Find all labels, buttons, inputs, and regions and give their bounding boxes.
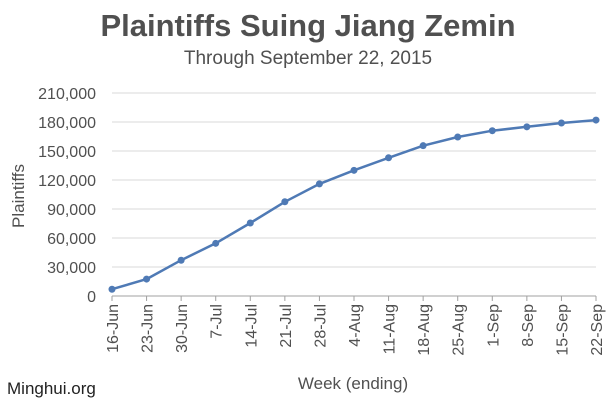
x-tick-label: 1-Sep — [485, 304, 502, 347]
data-point — [315, 180, 323, 188]
data-point — [592, 116, 600, 124]
x-tick-label: 25-Aug — [451, 304, 468, 356]
x-tick-label: 15-Sep — [554, 304, 571, 356]
data-point — [488, 127, 496, 135]
x-tick-label: 4-Aug — [347, 304, 364, 347]
chart-title: Plaintiffs Suing Jiang Zemin — [100, 8, 516, 43]
source-credit: Minghui.org — [7, 379, 96, 398]
data-point — [419, 142, 427, 150]
grid-lines — [112, 92, 596, 297]
series-line — [111, 118, 597, 291]
data-points — [108, 116, 600, 293]
y-tick-label: 180,000 — [38, 115, 96, 132]
x-axis-label: Week (ending) — [298, 374, 408, 393]
x-tick-label: 16-Jun — [105, 304, 122, 353]
x-tick-label: 21-Jul — [278, 304, 295, 348]
y-tick-label: 150,000 — [38, 144, 96, 161]
y-tick-labels: 0 30,000 60,000 90,000 120,000 150,000 180,000… — [38, 86, 96, 306]
data-point — [212, 239, 220, 247]
x-tick-label: 14-Jul — [243, 304, 260, 348]
x-tick-label: 8-Sep — [520, 304, 537, 347]
x-tick-label: 30-Jun — [174, 304, 191, 353]
data-point — [177, 256, 185, 264]
chart-subtitle: Through September 22, 2015 — [183, 48, 433, 69]
y-tick-label: 30,000 — [47, 260, 96, 277]
series-line-layer — [111, 118, 597, 291]
y-tick-label: 210,000 — [38, 86, 96, 103]
y-tick-label: 120,000 — [38, 173, 96, 190]
data-point — [385, 154, 393, 162]
x-tick-label: 7-Jul — [209, 304, 226, 339]
data-point — [454, 133, 462, 141]
x-tick-labels: 16-Jun 23-Jun 30-Jun 7-Jul 14-Jul 21-Jul 28-Ju… — [105, 296, 606, 356]
x-tick-label: 28-Jul — [312, 304, 329, 348]
data-point — [281, 198, 289, 206]
data-point — [143, 275, 151, 283]
y-tick-label: 0 — [87, 289, 96, 306]
x-tick-label: 22-Sep — [589, 304, 606, 356]
data-point — [246, 219, 254, 227]
x-tick-label: 18-Aug — [416, 304, 433, 356]
y-tick-label: 90,000 — [47, 202, 96, 219]
y-axis-label: Plaintiffs — [9, 164, 28, 228]
data-point — [557, 119, 565, 127]
data-point — [108, 285, 116, 293]
x-tick-label: 23-Jun — [140, 304, 157, 353]
x-tick-label: 11-Aug — [382, 304, 399, 354]
data-point — [350, 166, 358, 174]
y-tick-label: 60,000 — [47, 231, 96, 248]
data-point — [523, 123, 531, 131]
